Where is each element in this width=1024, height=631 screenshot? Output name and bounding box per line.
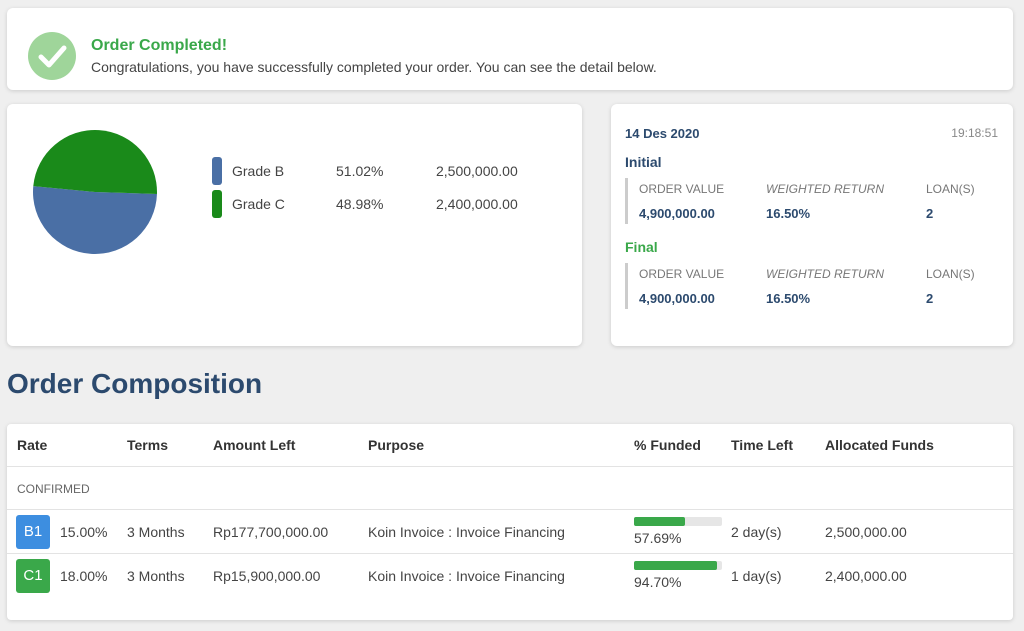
banner-message: Congratulations, you have successfully c… [91, 59, 657, 75]
check-circle-icon [28, 32, 76, 80]
grade-pie-chart [32, 130, 157, 255]
funded-progress-fill [634, 561, 718, 570]
legend-amount: 2,500,000.00 [436, 163, 518, 179]
col-header-terms[interactable]: Terms [127, 437, 168, 453]
pie-slice-grade-b[interactable] [32, 186, 157, 255]
banner-title: Order Completed! [91, 37, 228, 54]
grade-badge: B1 [16, 515, 50, 549]
funded-progress-bar [634, 517, 722, 526]
purpose-cell[interactable]: Koin Invoice : Invoice Financing [368, 524, 565, 540]
weighted-return-label: WEIGHTED RETURN [766, 267, 884, 281]
col-header-purpose[interactable]: Purpose [368, 437, 425, 453]
funded-progress-fill [634, 517, 685, 526]
col-header-amount-left[interactable]: Amount Left [213, 437, 296, 453]
order-date: 14 Des 2020 [625, 126, 700, 141]
grade-badge: C1 [16, 559, 50, 593]
weighted-return-label: WEIGHTED RETURN [766, 182, 884, 196]
order-composition-table: Rate Terms Amount Left Purpose % Funded … [7, 424, 1013, 620]
group-label-confirmed: CONFIRMED [17, 482, 90, 496]
final-weighted-return: 16.50% [766, 291, 811, 306]
legend-swatch [212, 190, 222, 218]
final-order-value: 4,900,000.00 [639, 291, 715, 306]
final-loans: 2 [926, 291, 934, 306]
initial-summary: ORDER VALUE WEIGHTED RETURN LOAN(S) 4,90… [625, 178, 1008, 224]
col-header-allocated-funds[interactable]: Allocated Funds [825, 437, 934, 453]
loans-label: LOAN(S) [926, 267, 975, 281]
col-header-funded[interactable]: % Funded [634, 437, 701, 453]
order-summary-card: 14 Des 2020 19:18:51 Initial ORDER VALUE… [611, 104, 1013, 346]
legend-label: Grade B [232, 163, 285, 179]
legend-swatch [212, 157, 222, 185]
pie-slice-grade-c[interactable] [33, 130, 157, 194]
time-left-cell: 2 day(s) [731, 524, 782, 540]
loans-label: LOAN(S) [926, 182, 975, 196]
final-title: Final [625, 239, 658, 255]
legend-percent: 51.02% [336, 163, 384, 179]
order-value-label: ORDER VALUE [639, 267, 725, 281]
col-header-time-left[interactable]: Time Left [731, 437, 793, 453]
initial-title: Initial [625, 154, 662, 170]
grade-distribution-card: Grade B 51.02% 2,500,000.00 Grade C 48.98% 2,… [7, 104, 582, 346]
order-time: 19:18:51 [951, 126, 998, 140]
time-left-cell: 1 day(s) [731, 568, 782, 584]
rate-cell: 15.00% [60, 524, 108, 540]
table-row[interactable]: B1 15.00% 3 Months Rp177,700,000.00 Koin Inv… [7, 510, 1013, 554]
funded-percent: 94.70% [634, 574, 682, 590]
funded-progress-bar [634, 561, 722, 570]
initial-loans: 2 [926, 206, 934, 221]
purpose-cell[interactable]: Koin Invoice : Invoice Financing [368, 568, 565, 584]
initial-weighted-return: 16.50% [766, 206, 811, 221]
divider [7, 466, 1013, 467]
final-summary: ORDER VALUE WEIGHTED RETURN LOAN(S) 4,90… [625, 263, 1008, 309]
allocated-funds-cell: 2,400,000.00 [825, 568, 907, 584]
initial-order-value: 4,900,000.00 [639, 206, 715, 221]
allocated-funds-cell: 2,500,000.00 [825, 524, 907, 540]
amount-left-cell: Rp177,700,000.00 [213, 524, 329, 540]
rate-cell: 18.00% [60, 568, 108, 584]
order-composition-title: Order Composition [7, 368, 263, 399]
col-header-rate[interactable]: Rate [17, 437, 48, 453]
amount-left-cell: Rp15,900,000.00 [213, 568, 321, 584]
table-row[interactable]: C1 18.00% 3 Months Rp15,900,000.00 Koin Invo… [7, 554, 1013, 598]
order-value-label: ORDER VALUE [639, 182, 725, 196]
legend-amount: 2,400,000.00 [436, 196, 518, 212]
terms-cell: 3 Months [127, 524, 185, 540]
legend-label: Grade C [232, 196, 285, 212]
divider [7, 509, 1013, 510]
order-completed-banner: Order Completed! Congratulations, you ha… [7, 8, 1013, 90]
legend-percent: 48.98% [336, 196, 384, 212]
funded-percent: 57.69% [634, 530, 682, 546]
terms-cell: 3 Months [127, 568, 185, 584]
divider [7, 553, 1013, 554]
